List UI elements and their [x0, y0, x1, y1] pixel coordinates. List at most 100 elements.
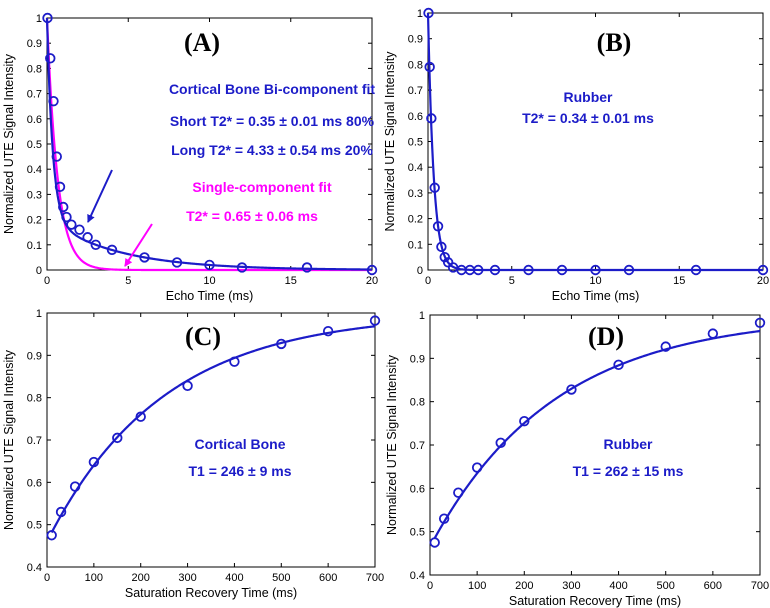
plot-frame [427, 12, 764, 271]
data-point [82, 232, 93, 243]
y-tick-label: 0.8 [27, 63, 42, 75]
data-point [46, 530, 57, 541]
y-tick-label: 0.9 [410, 353, 425, 365]
data-point [66, 219, 77, 230]
x-tick-label: 300 [562, 580, 580, 592]
data-point [754, 317, 766, 329]
panel-b: 0 5 10 15 20 0 0.1 0.2 0.3 0.4 0.5 0.6 0.7 0.8 0.9 1 Ech… [383, 7, 769, 303]
y-tick-label: 1 [36, 13, 42, 25]
y-tick-label: 1 [417, 8, 423, 20]
x-tick-label: 100 [85, 572, 103, 584]
data-point [369, 315, 381, 326]
data-point [495, 437, 506, 449]
panel-label: (A) [184, 28, 220, 57]
y-tick-label: 0.8 [408, 59, 423, 71]
annotation: T2* = 0.34 ± 0.01 ms [522, 110, 654, 126]
data-point [613, 359, 624, 371]
data-point [236, 262, 248, 273]
y-tick-label: 0.4 [27, 164, 42, 176]
annotation: T1 = 262 ± 15 ms [573, 463, 684, 479]
data-point [471, 462, 483, 473]
annotation: Long T2* = 4.33 ± 0.54 ms 20% [171, 142, 373, 158]
data-point [757, 264, 769, 276]
y-tick-label: 0.7 [27, 435, 42, 447]
data-point [566, 384, 577, 395]
data-point [426, 113, 437, 124]
x-tick-label: 500 [272, 572, 290, 584]
data-point [453, 487, 464, 498]
x-tick-label: 600 [319, 572, 337, 584]
data-point [88, 456, 100, 468]
y-tick-label: 0.2 [27, 215, 42, 227]
x-tick-label: 0 [425, 275, 431, 287]
data-point [90, 239, 101, 251]
data-point [519, 415, 530, 427]
y-tick-label: 0.4 [27, 562, 42, 574]
data-point [623, 264, 635, 276]
y-tick-label: 0.7 [408, 85, 423, 97]
data-point [707, 328, 719, 339]
data-point [135, 411, 146, 422]
y-tick-label: 0.9 [27, 350, 42, 362]
y-axis-label: Normalized UTE Signal Intensity [383, 51, 397, 232]
x-tick-label: 0 [44, 275, 50, 287]
x-tick-label: 15 [673, 275, 685, 287]
data-point [473, 264, 484, 276]
y-tick-label: 0.8 [27, 393, 42, 405]
plot-frame [46, 17, 373, 271]
data-point [523, 264, 534, 276]
single-fit-arrow [124, 223, 153, 267]
panel-c: 0 100 200 300 400 500 600 700 0.4 0.5 0.6 0.7 0.8 0.9… [2, 308, 384, 600]
y-tick-label: 0 [36, 265, 42, 277]
panel-label: (B) [597, 28, 632, 57]
x-tick-label: 200 [515, 580, 533, 592]
y-tick-label: 0.6 [27, 477, 42, 489]
data-point [42, 12, 53, 24]
x-tick-label: 200 [132, 572, 150, 584]
annotation: Rubber [604, 436, 654, 452]
x-tick-label: 10 [203, 275, 215, 287]
x-tick-label: 400 [225, 572, 243, 584]
data-point [54, 181, 66, 193]
x-axis-label: Saturation Recovery Time (ms) [509, 594, 681, 608]
y-tick-label: 1 [419, 310, 425, 322]
data-point [69, 481, 81, 492]
x-axis-label: Saturation Recovery Time (ms) [125, 586, 297, 600]
data-point [556, 264, 568, 276]
panel-d: 0 100 200 300 400 500 600 700 0.4 0.5 0.6 0.7 0.8 0.9… [385, 310, 769, 608]
y-tick-label: 0.7 [27, 89, 42, 101]
x-tick-label: 700 [366, 572, 384, 584]
y-tick-label: 0.4 [410, 570, 425, 582]
fit-curve [433, 329, 761, 539]
plot-frame [46, 312, 376, 568]
data-point [182, 380, 193, 392]
y-tick-label: 0 [417, 265, 423, 277]
annotation: Single-component fit [192, 179, 332, 195]
y-tick-label: 0.5 [408, 137, 423, 149]
data-point [112, 432, 123, 444]
data-point [590, 264, 601, 276]
panel-a: 0 5 10 15 20 0 0.1 0.2 0.3 0.4 0.5 0.6 0.7 0.8 0.9 1 Ech… [2, 12, 378, 303]
plot-frame [429, 314, 761, 576]
y-tick-label: 0.6 [408, 111, 423, 123]
data-point [276, 338, 287, 350]
data-point [432, 221, 444, 232]
y-axis-label: Normalized UTE Signal Intensity [2, 349, 16, 530]
x-tick-label: 15 [285, 275, 297, 287]
y-tick-label: 0.4 [408, 162, 423, 174]
bi-fit-arrow [87, 169, 113, 223]
data-point [429, 182, 440, 193]
y-axis-label: Normalized UTE Signal Intensity [385, 354, 399, 535]
y-tick-label: 0.5 [27, 520, 42, 532]
data-point [424, 61, 435, 73]
x-tick-label: 700 [751, 580, 769, 592]
fit-curve [426, 12, 763, 272]
x-tick-label: 400 [609, 580, 627, 592]
y-tick-label: 0.9 [27, 38, 42, 50]
annotation: Cortical Bone [194, 436, 285, 452]
y-tick-label: 0.6 [27, 114, 42, 126]
y-tick-label: 0.8 [410, 397, 425, 409]
fit-curve [45, 17, 372, 271]
data-point [58, 201, 69, 213]
